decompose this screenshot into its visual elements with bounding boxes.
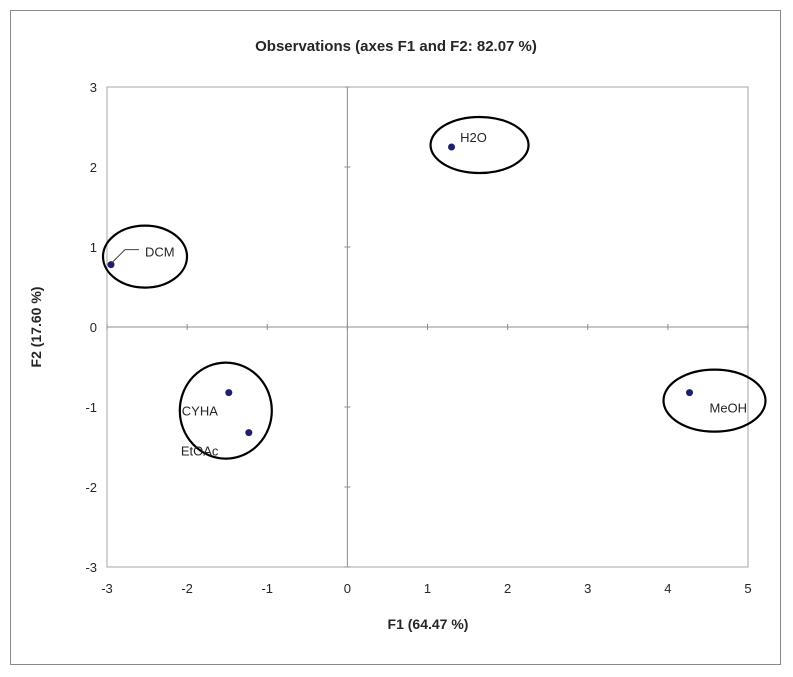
data-point-dcm xyxy=(107,261,115,269)
group-ellipse xyxy=(429,115,530,175)
group-ellipse xyxy=(662,368,767,433)
point-label-cyha: CYHA xyxy=(182,404,218,419)
group-ellipse xyxy=(178,361,273,460)
point-label-h2o: H2O xyxy=(460,130,487,145)
point-label-etoac: EtOAc xyxy=(181,444,219,459)
data-point-etoac xyxy=(245,429,253,437)
x-tick-label: 5 xyxy=(744,581,751,596)
y-tick-label: 3 xyxy=(90,80,97,95)
data-points xyxy=(107,143,694,437)
data-point-meoh xyxy=(686,389,694,397)
y-tick-label: 1 xyxy=(90,240,97,255)
x-tick-label: 1 xyxy=(424,581,431,596)
point-labels: H2O DCM CYHA EtOAc MeOH xyxy=(111,130,748,459)
x-tick-label: 2 xyxy=(504,581,511,596)
x-tick-label: 4 xyxy=(664,581,671,596)
leader-line xyxy=(111,249,140,263)
y-tick-label: 0 xyxy=(90,320,97,335)
y-tick-label: 2 xyxy=(90,160,97,175)
group-ellipse xyxy=(101,224,189,289)
data-point-h2o xyxy=(448,143,456,151)
x-tick-label: 3 xyxy=(584,581,591,596)
y-tick-label: -1 xyxy=(85,400,97,415)
x-tick-label: -2 xyxy=(181,581,193,596)
data-point-cyha xyxy=(225,389,233,397)
x-axis-title: F1 (64.47 %) xyxy=(388,616,469,632)
x-tick-label: 0 xyxy=(344,581,351,596)
y-tick-label: -2 xyxy=(85,480,97,495)
y-tick-label: -3 xyxy=(85,560,97,575)
chart-frame xyxy=(10,10,781,665)
point-label-meoh: MeOH xyxy=(710,401,748,416)
y-axis-title: F2 (17.60 %) xyxy=(28,287,44,368)
point-label-dcm: DCM xyxy=(145,245,175,260)
x-tick-label: -3 xyxy=(101,581,113,596)
chart-title: Observations (axes F1 and F2: 82.07 %) xyxy=(255,38,537,55)
axes: -3 -2 -1 0 1 2 3 4 5 3 2 1 0 -1 -2 -3 xyxy=(85,80,751,596)
group-ellipses xyxy=(101,115,767,460)
x-tick-label: -1 xyxy=(261,581,273,596)
